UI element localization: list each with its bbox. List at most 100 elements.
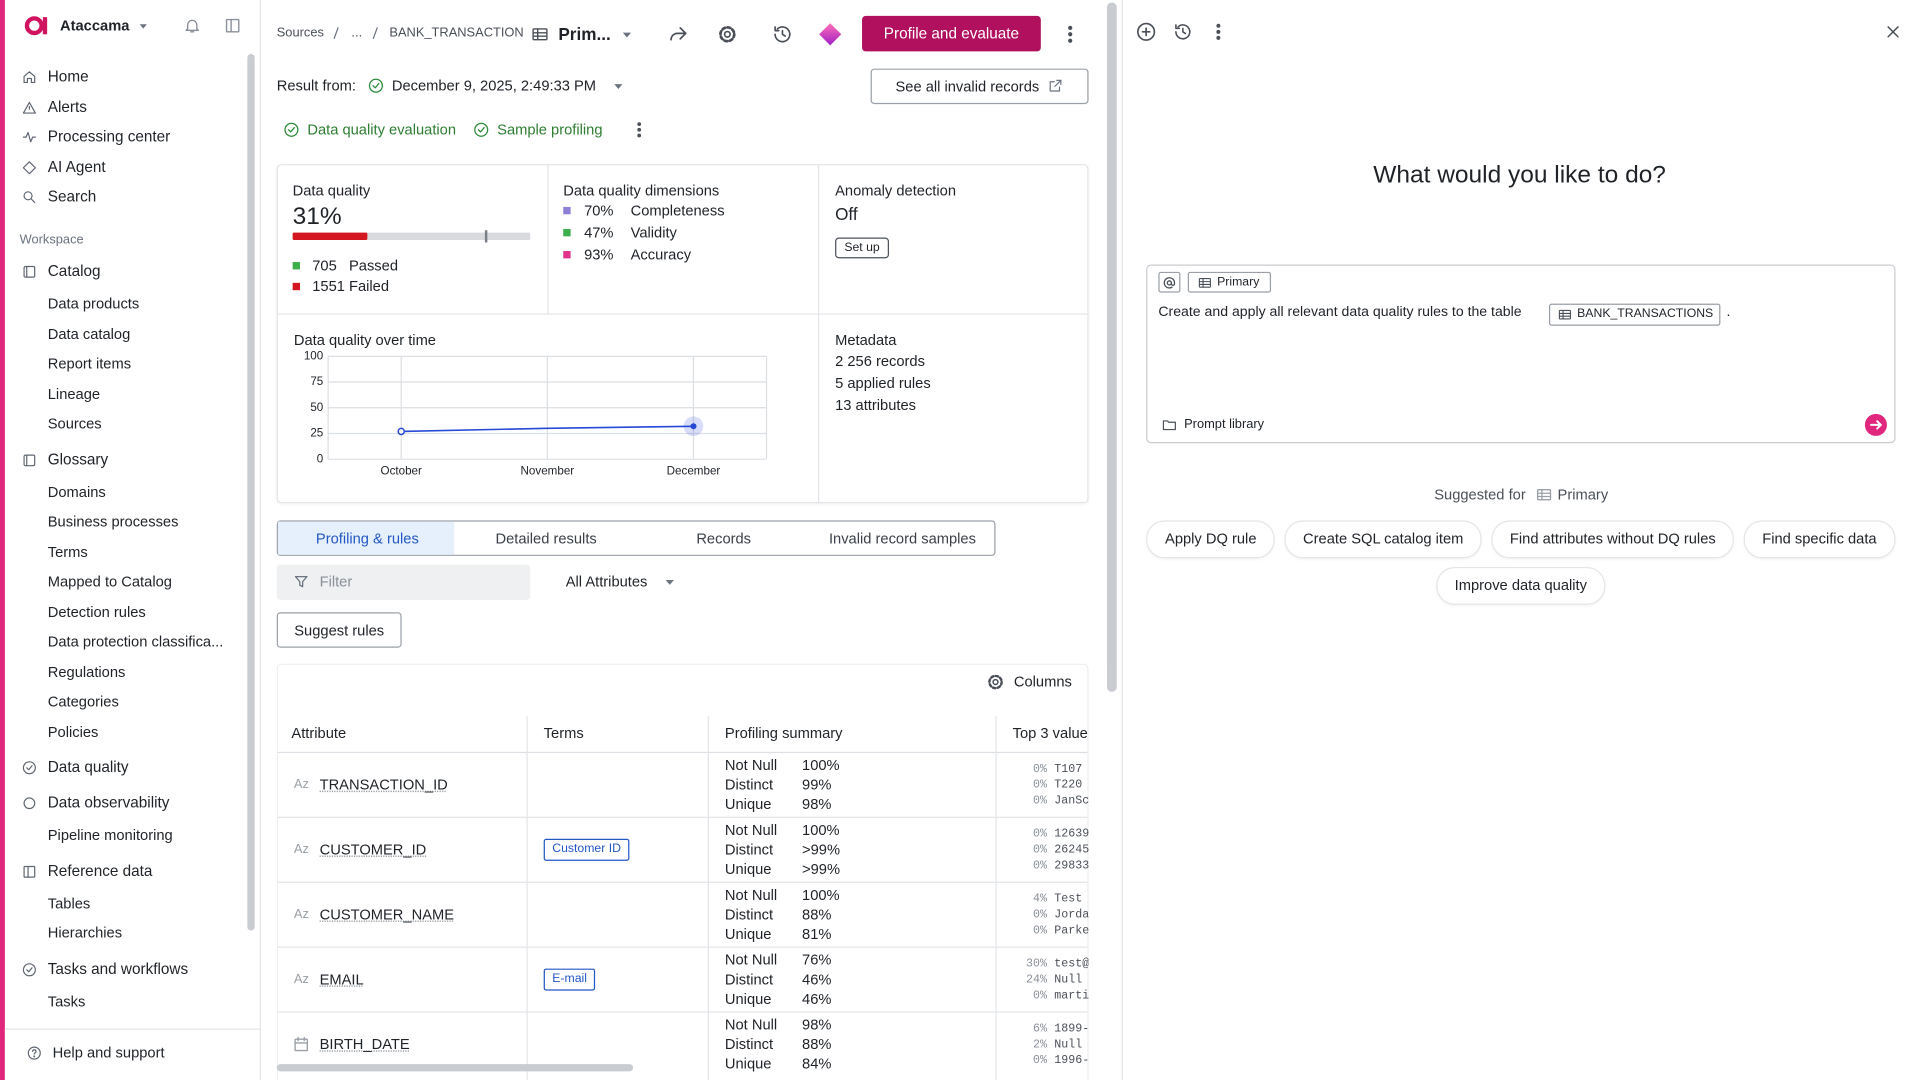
nav-item[interactable]: Alerts: [47, 97, 87, 116]
status[interactable]: Sample profiling: [497, 120, 603, 139]
profile-value: 99%: [802, 776, 832, 794]
nav-item[interactable]: Pipeline monitoring: [47, 826, 173, 844]
app-menu[interactable]: [135, 17, 152, 34]
share[interactable]: [667, 23, 689, 45]
tab[interactable]: Profiling & rules: [315, 529, 419, 547]
breadcrumb[interactable]: ...: [351, 25, 363, 41]
context-chip-label[interactable]: Primary: [1217, 274, 1260, 289]
nav-group[interactable]: Catalog: [47, 262, 101, 280]
term-chip[interactable]: E-mail: [543, 968, 596, 991]
nav-item[interactable]: Categories: [47, 692, 119, 710]
result-date[interactable]: December 9, 2025, 2:49:33 PM: [391, 76, 597, 95]
nav-item[interactable]: Tasks: [47, 992, 86, 1010]
history[interactable]: [771, 23, 793, 45]
nav-group[interactable]: Glossary: [47, 450, 109, 468]
nav-item[interactable]: AI Agent: [47, 157, 106, 176]
attribute-name[interactable]: TRANSACTION_ID: [319, 776, 448, 794]
invalid-button-label[interactable]: See all invalid records: [895, 77, 1040, 95]
icon-shape: [294, 1038, 309, 1052]
breadcrumb[interactable]: Sources: [276, 25, 324, 41]
notifications[interactable]: [183, 17, 201, 35]
nav-group[interactable]: Tasks and workflows: [47, 960, 189, 978]
prompt-library[interactable]: Prompt library: [1184, 417, 1265, 432]
context-chip[interactable]: [1187, 271, 1272, 293]
nav-item[interactable]: Data products: [47, 294, 140, 313]
nav-item[interactable]: Data protection classifica...: [47, 632, 224, 650]
send-button[interactable]: [1864, 413, 1887, 436]
nav-item[interactable]: Mapped to Catalog: [47, 572, 172, 590]
table-menu[interactable]: [617, 24, 637, 44]
top-value: JanSc: [1054, 793, 1090, 808]
nav-item[interactable]: Sources: [47, 414, 102, 433]
top-value: Jorda: [1054, 907, 1090, 922]
nav-item[interactable]: Domains: [47, 482, 106, 500]
nav-item[interactable]: Regulations: [47, 662, 126, 680]
tab[interactable]: Records: [696, 529, 752, 547]
new-chat[interactable]: [1135, 21, 1157, 43]
nav-group[interactable]: Reference data: [47, 862, 153, 880]
icon-shape: [22, 761, 36, 775]
more[interactable]: [1059, 23, 1081, 45]
status[interactable]: Data quality evaluation: [307, 120, 457, 139]
suggestion-chip[interactable]: Find attributes without DQ rules: [1491, 520, 1735, 559]
breadcrumb[interactable]: BANK_TRANSACTION: [389, 25, 524, 41]
suggest-button[interactable]: [276, 612, 402, 648]
columns-button[interactable]: [986, 672, 1006, 692]
close-panel[interactable]: [1883, 22, 1903, 42]
icon-shape: [294, 1036, 309, 1052]
nav-item[interactable]: Home: [47, 67, 89, 86]
primary-button-label[interactable]: Profile and evaluate: [883, 24, 1020, 42]
nav-item[interactable]: Terms: [47, 542, 88, 560]
icon-shape: [532, 28, 548, 41]
suggestion-chip[interactable]: Find specific data: [1743, 520, 1895, 559]
filter-placeholder[interactable]: Filter: [319, 572, 353, 590]
nav-item[interactable]: Data catalog: [47, 324, 131, 343]
attribute-name[interactable]: BIRTH_DATE: [319, 1035, 410, 1053]
ai-icon[interactable]: [819, 23, 842, 46]
nav-item[interactable]: Processing center: [47, 127, 171, 146]
sidebar-border: [259, 0, 261, 1080]
tab[interactable]: Invalid record samples: [828, 529, 976, 547]
nav-item[interactable]: Business processes: [47, 512, 179, 530]
nav-group[interactable]: Data quality: [47, 758, 129, 776]
columns-label[interactable]: Columns: [1013, 673, 1072, 691]
app-name[interactable]: Ataccama: [60, 16, 130, 35]
primary-button[interactable]: [862, 15, 1041, 52]
term-chip[interactable]: Customer ID: [543, 838, 630, 861]
suggestion-chip[interactable]: Improve data quality: [1436, 566, 1606, 605]
table-chip: [1548, 303, 1721, 326]
settings[interactable]: [716, 23, 738, 45]
attribute-name[interactable]: CUSTOMER_ID: [319, 840, 427, 859]
nav-item[interactable]: Policies: [47, 722, 99, 740]
panel-menu[interactable]: [1208, 21, 1229, 42]
mention-button[interactable]: [1158, 271, 1181, 293]
filter-input[interactable]: [276, 564, 531, 600]
suggestion-chip[interactable]: Apply DQ rule: [1146, 520, 1275, 559]
invalid-button[interactable]: [870, 68, 1089, 105]
dimension-name: Validity: [630, 223, 677, 241]
sidebar-footer: [4, 1028, 260, 1080]
attribute-name[interactable]: CUSTOMER_NAME: [319, 905, 455, 924]
status-menu[interactable]: [629, 120, 649, 140]
attribute-name[interactable]: EMAIL: [319, 970, 364, 988]
nav-item[interactable]: Tables: [47, 894, 91, 912]
suggest-button-label[interactable]: Suggest rules: [294, 621, 385, 639]
nav-item[interactable]: Lineage: [47, 384, 101, 403]
chat-history[interactable]: [1172, 21, 1193, 42]
collapse[interactable]: [223, 17, 241, 35]
icon-shape: [614, 84, 623, 89]
setup-button[interactable]: [835, 237, 889, 259]
nav-item[interactable]: Detection rules: [47, 602, 146, 620]
result-menu[interactable]: [609, 76, 629, 96]
help-link[interactable]: Help and support: [52, 1044, 165, 1062]
tab[interactable]: Detailed results: [495, 529, 597, 547]
attribute-select[interactable]: All Attributes: [565, 572, 648, 590]
prompt-box[interactable]: [1146, 264, 1896, 444]
table-name[interactable]: Prim...: [558, 24, 611, 44]
nav-group[interactable]: Data observability: [47, 794, 170, 812]
suggestion-chip[interactable]: Create SQL catalog item: [1284, 520, 1482, 559]
nav-item[interactable]: Hierarchies: [47, 924, 123, 942]
setup-button-label[interactable]: Set up: [844, 240, 880, 255]
nav-item[interactable]: Report items: [47, 354, 132, 373]
nav-item[interactable]: Search: [47, 187, 97, 206]
